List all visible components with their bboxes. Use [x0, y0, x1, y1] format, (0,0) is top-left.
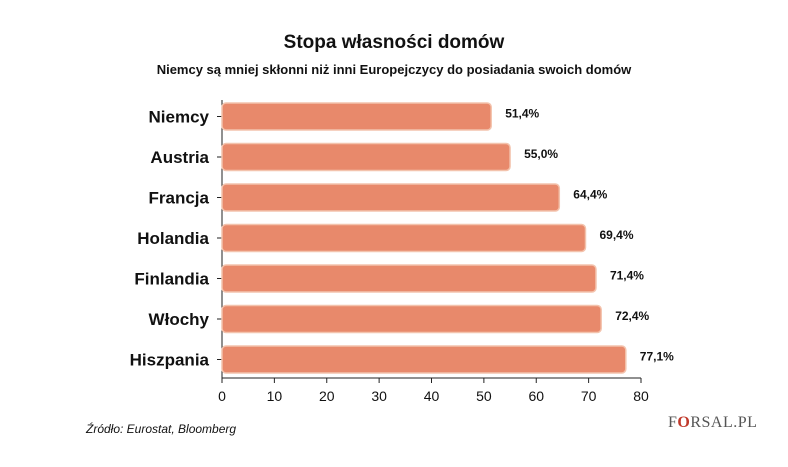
bar — [221, 304, 602, 334]
category-label: Niemcy — [149, 108, 210, 127]
x-tick-label: 60 — [528, 388, 544, 404]
chart-subtitle: Niemcy są mniej skłonni niż inni Europej… — [156, 62, 632, 77]
logo-mark: O — [677, 414, 691, 431]
logo-prefix: F — [668, 414, 678, 431]
forsal-logo: FORSAL.PL — [668, 414, 757, 432]
x-tick-label: 20 — [319, 388, 335, 404]
bar — [221, 223, 587, 253]
bar — [221, 142, 511, 172]
bar — [221, 102, 492, 131]
x-tick-label: 80 — [633, 388, 649, 404]
value-label: 69,4% — [599, 228, 633, 242]
value-label: 51,4% — [505, 107, 539, 121]
category-label: Francja — [149, 189, 210, 208]
value-label: 55,0% — [524, 147, 558, 161]
category-label: Hiszpania — [130, 351, 210, 370]
bar — [221, 264, 597, 293]
x-tick-label: 40 — [424, 388, 440, 404]
x-tick-label: 0 — [218, 388, 226, 404]
category-label: Finlandia — [134, 270, 209, 289]
source-note: Źródło: Eurostat, Bloomberg — [86, 422, 237, 436]
bar — [221, 183, 561, 212]
value-label: 77,1% — [640, 350, 674, 364]
value-label: 64,4% — [573, 188, 607, 202]
x-tick-label: 50 — [476, 388, 492, 404]
category-label: Holandia — [137, 229, 209, 248]
x-tick-label: 70 — [581, 388, 597, 404]
x-tick-label: 30 — [371, 388, 387, 404]
x-tick-label: 10 — [267, 388, 283, 404]
logo-suffix: RSAL.PL — [690, 414, 758, 431]
chart-title: Stopa własności domów — [283, 32, 505, 53]
value-label: 72,4% — [615, 309, 649, 323]
category-label: Włochy — [149, 310, 210, 329]
category-label: Austria — [150, 148, 209, 167]
value-label: 71,4% — [610, 269, 644, 283]
bar — [221, 345, 627, 374]
